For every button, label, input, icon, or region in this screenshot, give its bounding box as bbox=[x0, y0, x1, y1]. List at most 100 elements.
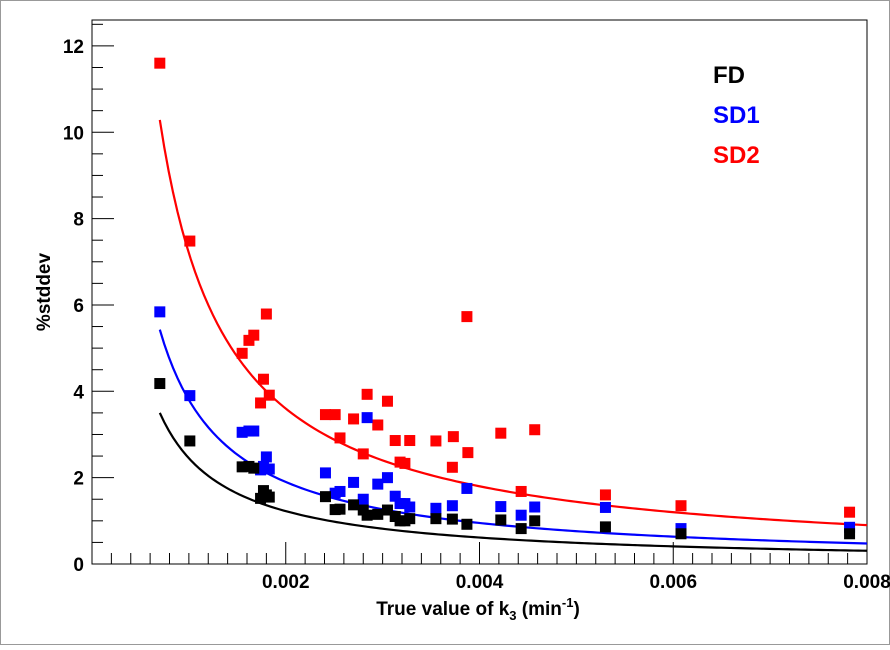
point-sd2 bbox=[257, 373, 269, 385]
data-points bbox=[154, 57, 856, 540]
point-sd1 bbox=[372, 478, 384, 490]
point-sd1 bbox=[446, 500, 458, 512]
point-sd2 bbox=[255, 397, 267, 409]
point-sd1 bbox=[357, 493, 369, 505]
point-sd2 bbox=[599, 489, 611, 501]
point-sd2 bbox=[248, 329, 260, 341]
x-tick-label: 0.006 bbox=[649, 572, 697, 593]
x-axis-label-subscript: 3 bbox=[509, 608, 516, 623]
point-fd bbox=[348, 499, 360, 511]
point-fd bbox=[446, 513, 458, 525]
y-tick-label: 2 bbox=[73, 469, 84, 490]
fit-curve-sd2 bbox=[158, 119, 868, 527]
y-tick-label: 10 bbox=[63, 123, 84, 144]
point-sd2 bbox=[319, 409, 331, 421]
point-sd2 bbox=[447, 431, 459, 443]
fit-curve-sd1 bbox=[158, 329, 868, 545]
point-fd bbox=[495, 514, 507, 526]
x-axis-label: True value of k3 (min-1) bbox=[376, 595, 580, 623]
legend-entry-sd2: SD2 bbox=[713, 142, 760, 169]
y-tick-label: 12 bbox=[63, 37, 84, 58]
x-axis-label-unit-close: ) bbox=[573, 599, 579, 620]
point-sd1 bbox=[599, 501, 611, 513]
point-sd2 bbox=[399, 457, 411, 469]
point-sd2 bbox=[529, 424, 541, 436]
point-sd2 bbox=[154, 57, 166, 69]
y-tick-label: 8 bbox=[73, 210, 84, 231]
point-sd1 bbox=[248, 425, 260, 437]
point-fd bbox=[529, 515, 541, 527]
x-axis-label-main: True value of k bbox=[376, 599, 509, 620]
point-sd2 bbox=[404, 435, 416, 447]
point-fd bbox=[430, 513, 442, 525]
point-fd bbox=[263, 491, 275, 503]
y-axis: 0 2 4 6 8 10 12 bbox=[63, 23, 114, 576]
x-axis-label-superscript: -1 bbox=[562, 595, 574, 610]
point-sd2 bbox=[236, 347, 248, 359]
point-fd bbox=[675, 528, 687, 540]
x-tick-label: 0.002 bbox=[262, 572, 310, 593]
y-tick-label: 6 bbox=[73, 296, 84, 317]
point-sd1 bbox=[529, 501, 541, 513]
y-tick-label: 4 bbox=[73, 382, 84, 403]
legend-entry-fd: FD bbox=[713, 62, 745, 89]
point-sd1 bbox=[154, 306, 166, 318]
point-sd1 bbox=[430, 502, 442, 514]
point-sd2 bbox=[381, 395, 393, 407]
point-sd1 bbox=[389, 490, 401, 502]
point-sd1 bbox=[319, 467, 331, 479]
point-fd bbox=[599, 521, 611, 533]
point-fd bbox=[184, 435, 196, 447]
fit-curves bbox=[158, 119, 868, 552]
y-tick-label: 0 bbox=[73, 555, 84, 576]
point-fd bbox=[255, 492, 267, 504]
point-sd1 bbox=[495, 501, 507, 513]
point-sd2 bbox=[348, 413, 360, 425]
point-sd1 bbox=[263, 463, 275, 475]
point-fd bbox=[381, 504, 393, 516]
point-sd2 bbox=[184, 235, 196, 247]
point-fd bbox=[515, 523, 527, 535]
point-sd2 bbox=[430, 435, 442, 447]
point-fd bbox=[372, 508, 384, 520]
x-axis: 0.002 0.004 0.006 0.008 bbox=[110, 542, 890, 593]
y-axis-label: %stddev bbox=[34, 253, 55, 332]
point-fd bbox=[248, 462, 260, 474]
point-fd bbox=[461, 518, 473, 530]
fit-curve-fd bbox=[158, 412, 868, 552]
point-sd2 bbox=[357, 448, 369, 460]
point-fd bbox=[844, 528, 856, 540]
x-axis-label-unit-open: (min bbox=[517, 599, 562, 620]
point-sd2 bbox=[515, 485, 527, 497]
point-sd2 bbox=[462, 447, 474, 459]
point-sd1 bbox=[348, 476, 360, 488]
point-sd2 bbox=[334, 432, 346, 444]
x-tick-label: 0.004 bbox=[456, 572, 504, 593]
point-sd2 bbox=[361, 388, 373, 400]
point-sd1 bbox=[334, 485, 346, 497]
point-sd2 bbox=[495, 427, 507, 439]
point-fd bbox=[361, 509, 373, 521]
point-sd1 bbox=[236, 426, 248, 438]
x-tick-label: 0.008 bbox=[843, 572, 890, 593]
point-sd1 bbox=[515, 509, 527, 521]
point-sd2 bbox=[372, 419, 384, 431]
point-sd1 bbox=[381, 472, 393, 484]
point-fd bbox=[319, 491, 331, 503]
point-fd bbox=[404, 513, 416, 525]
point-sd2 bbox=[263, 389, 275, 401]
legend-entry-sd1: SD1 bbox=[713, 102, 760, 129]
point-sd2 bbox=[329, 409, 341, 421]
point-sd2 bbox=[844, 506, 856, 518]
point-sd1 bbox=[184, 390, 196, 402]
point-sd1 bbox=[260, 451, 272, 463]
point-fd bbox=[236, 461, 248, 473]
point-fd bbox=[154, 378, 166, 390]
point-sd2 bbox=[389, 435, 401, 447]
point-sd1 bbox=[257, 460, 269, 472]
point-fd bbox=[334, 503, 346, 515]
point-sd1 bbox=[361, 412, 373, 424]
